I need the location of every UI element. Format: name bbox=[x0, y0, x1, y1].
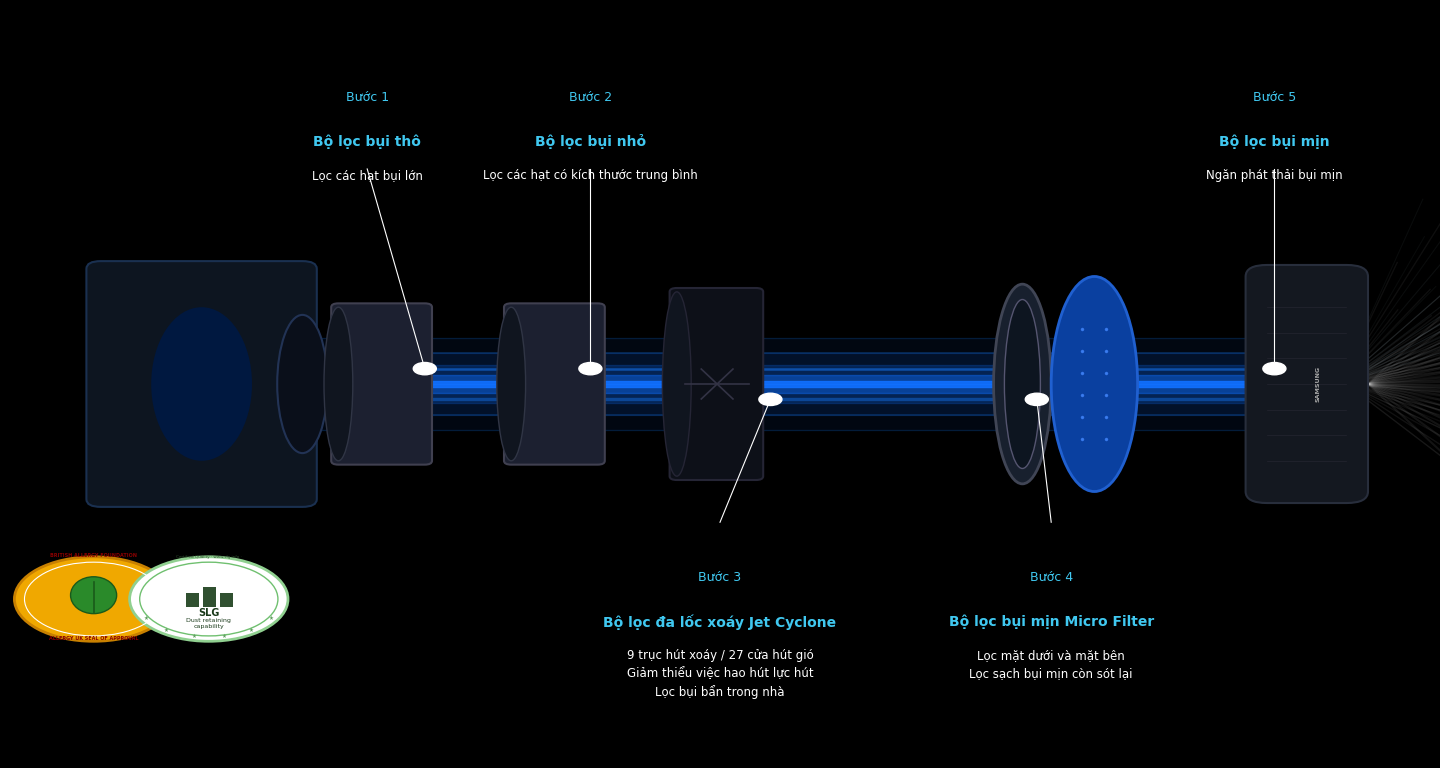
Text: Bộ lọc bụi thô: Bộ lọc bụi thô bbox=[314, 134, 420, 149]
FancyBboxPatch shape bbox=[220, 593, 233, 607]
Ellipse shape bbox=[662, 292, 691, 476]
Ellipse shape bbox=[151, 307, 252, 461]
Text: Ngăn phát thải bụi mịn: Ngăn phát thải bụi mịn bbox=[1207, 169, 1342, 182]
Text: Certified Quality · www.slg.info ·: Certified Quality · www.slg.info · bbox=[176, 555, 242, 559]
Ellipse shape bbox=[276, 315, 327, 453]
FancyBboxPatch shape bbox=[670, 288, 763, 480]
FancyBboxPatch shape bbox=[1246, 265, 1368, 503]
Text: BRITISH ALLERGY FOUNDATION: BRITISH ALLERGY FOUNDATION bbox=[50, 553, 137, 558]
Text: Dust retaining
capability: Dust retaining capability bbox=[186, 618, 232, 630]
Text: SLG: SLG bbox=[199, 608, 219, 618]
FancyBboxPatch shape bbox=[86, 261, 317, 507]
Ellipse shape bbox=[497, 307, 526, 461]
Circle shape bbox=[14, 557, 173, 641]
Text: Bước 2: Bước 2 bbox=[569, 91, 612, 104]
Circle shape bbox=[579, 362, 602, 375]
Text: Bước 4: Bước 4 bbox=[1030, 571, 1073, 584]
Ellipse shape bbox=[994, 284, 1051, 484]
Ellipse shape bbox=[324, 307, 353, 461]
Text: Lọc mặt dưới và mặt bên
Lọc sạch bụi mịn còn sót lại: Lọc mặt dưới và mặt bên Lọc sạch bụi mịn… bbox=[969, 649, 1133, 680]
Text: ALLERGY UK SEAL OF APPROVAL: ALLERGY UK SEAL OF APPROVAL bbox=[49, 636, 138, 641]
Circle shape bbox=[1263, 362, 1286, 375]
Circle shape bbox=[759, 393, 782, 406]
Text: ★: ★ bbox=[269, 616, 274, 621]
Ellipse shape bbox=[1005, 300, 1041, 468]
Text: Bước 5: Bước 5 bbox=[1253, 91, 1296, 104]
Circle shape bbox=[130, 557, 288, 641]
Text: Bộ lọc đa lốc xoáy Jet Cyclone: Bộ lọc đa lốc xoáy Jet Cyclone bbox=[603, 614, 837, 630]
Text: Bộ lọc bụi nhỏ: Bộ lọc bụi nhỏ bbox=[534, 134, 647, 150]
Text: Bước 3: Bước 3 bbox=[698, 571, 742, 584]
Text: Bộ lọc bụi mịn Micro Filter: Bộ lọc bụi mịn Micro Filter bbox=[949, 614, 1153, 629]
Text: Bước 1: Bước 1 bbox=[346, 91, 389, 104]
Text: Lọc các hạt có kích thước trung bình: Lọc các hạt có kích thước trung bình bbox=[482, 169, 698, 182]
Text: ★: ★ bbox=[249, 627, 253, 633]
Circle shape bbox=[413, 362, 436, 375]
Text: Lọc các hạt bụi lớn: Lọc các hạt bụi lớn bbox=[312, 169, 422, 182]
Text: 9 trục hút xoáy / 27 cửa hút gió
Giảm thiểu việc hao hút lực hút
Lọc bụi bẩn tro: 9 trục hút xoáy / 27 cửa hút gió Giảm th… bbox=[626, 649, 814, 700]
Circle shape bbox=[1025, 393, 1048, 406]
Ellipse shape bbox=[1051, 276, 1138, 492]
Text: SAMSUNG: SAMSUNG bbox=[1315, 366, 1320, 402]
Text: ★: ★ bbox=[164, 627, 168, 633]
FancyBboxPatch shape bbox=[203, 587, 216, 607]
Text: ★: ★ bbox=[222, 634, 226, 639]
Text: ★: ★ bbox=[144, 616, 148, 621]
FancyBboxPatch shape bbox=[186, 593, 199, 607]
Ellipse shape bbox=[71, 577, 117, 614]
FancyBboxPatch shape bbox=[331, 303, 432, 465]
Text: ★: ★ bbox=[192, 634, 196, 639]
FancyBboxPatch shape bbox=[504, 303, 605, 465]
Text: Bộ lọc bụi mịn: Bộ lọc bụi mịn bbox=[1220, 134, 1329, 149]
